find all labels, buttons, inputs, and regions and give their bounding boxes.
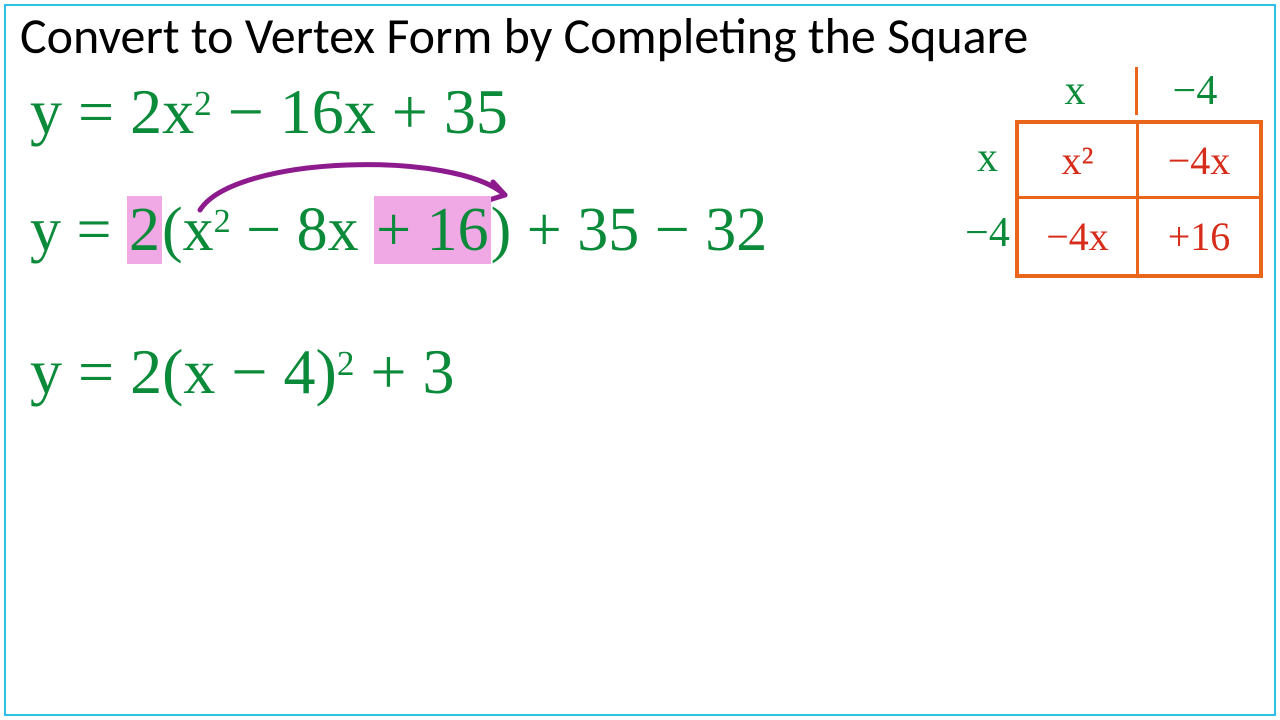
eq2-hl-const: + 16: [374, 196, 490, 264]
eq1-lhs: y =: [30, 76, 114, 147]
eq2-mid1: (x: [162, 196, 214, 264]
area-model-top-divider: [1135, 67, 1138, 115]
cell-0-1: −4x: [1139, 124, 1259, 199]
eq3-sup: 2: [337, 344, 355, 383]
page-title: Convert to Vertex Form by Completing the…: [20, 6, 1028, 67]
equation-line-2: y = 2(x2 − 8x + 16) + 35 − 32: [30, 195, 767, 266]
cell-0-0: x²: [1019, 124, 1139, 199]
cell-1-0: −4x: [1019, 199, 1139, 274]
eq3-tail: + 3: [354, 336, 454, 407]
area-model-left-labels: x −4: [960, 120, 1015, 270]
equation-line-3: y = 2(x − 4)2 + 3: [30, 335, 455, 409]
left-label-0: x: [960, 120, 1015, 195]
cell-1-1: +16: [1139, 199, 1259, 274]
eq2-lhs: y =: [30, 196, 127, 264]
eq2-sup: 2: [214, 203, 231, 240]
area-model-grid: x² −4x −4x +16: [1015, 120, 1263, 278]
top-label-0: x: [1015, 67, 1135, 115]
eq2-mid2: − 8x: [231, 196, 374, 264]
eq1-sup: 2: [194, 84, 212, 123]
equation-line-1: y = 2x2 − 16x + 35: [30, 75, 508, 149]
eq1-term2: − 16x + 35: [212, 76, 508, 147]
eq2-mid3: ) + 35 − 32: [491, 196, 768, 264]
area-model: x −4 x −4 x² −4x −4x +16: [960, 115, 1260, 275]
eq1-term1: 2x: [130, 76, 194, 147]
eq3-lhs: y = 2(x − 4): [30, 336, 337, 407]
left-label-1: −4: [960, 195, 1015, 270]
top-label-1: −4: [1135, 67, 1255, 115]
eq2-hl-coef: 2: [127, 196, 162, 264]
